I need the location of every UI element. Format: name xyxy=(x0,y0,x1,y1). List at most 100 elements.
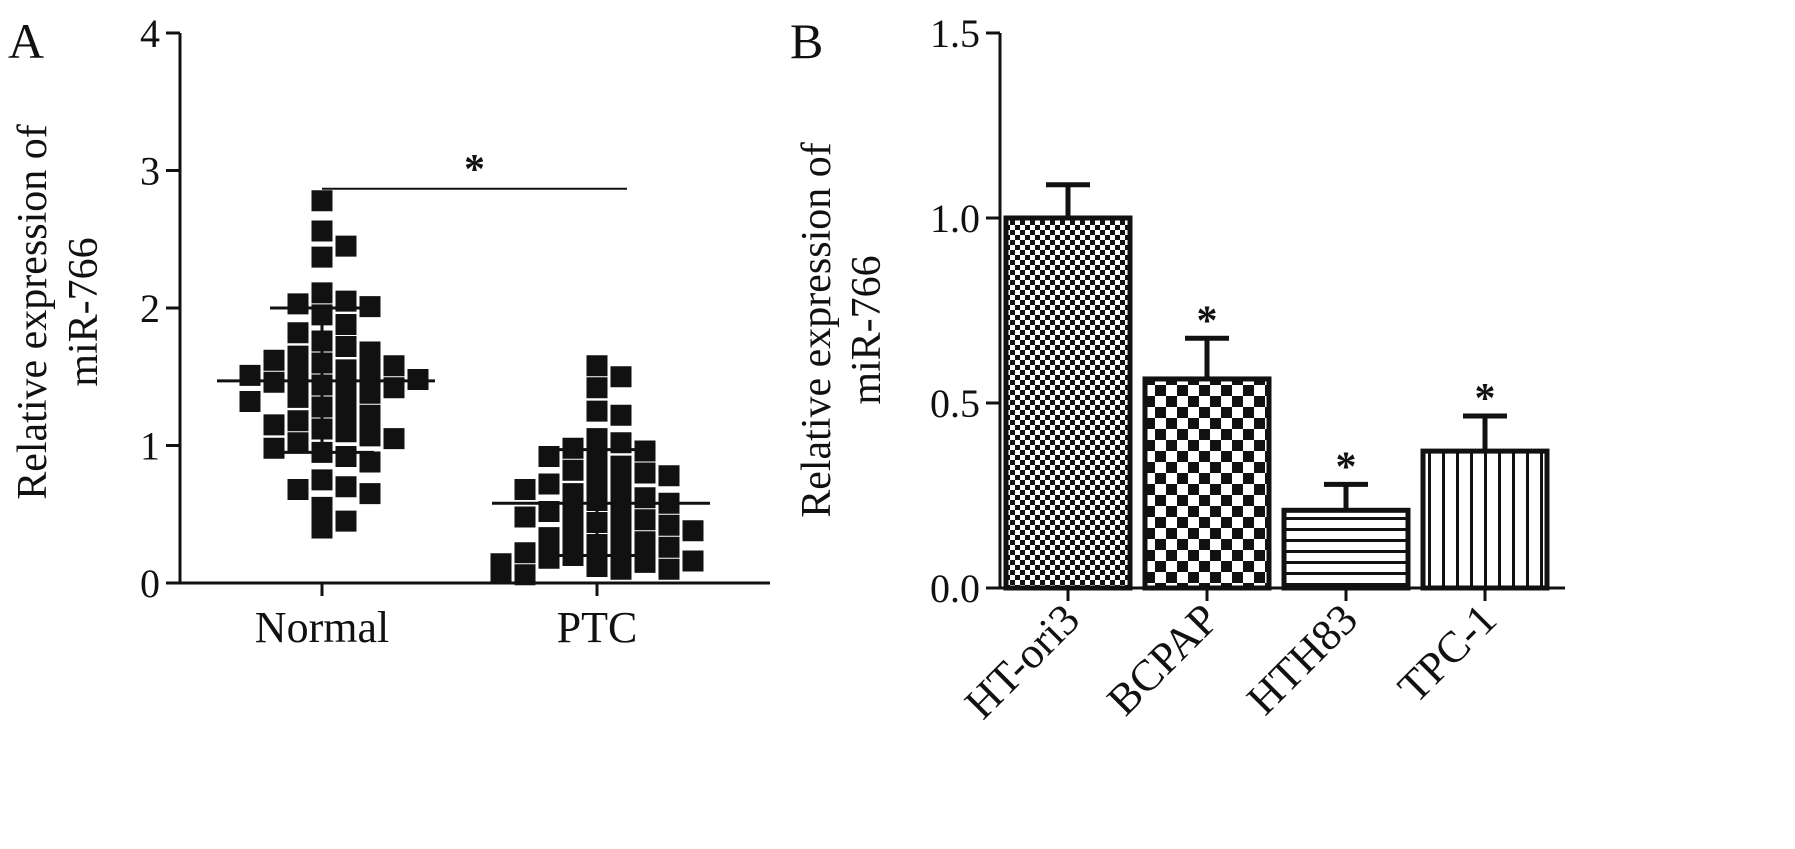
panel-a-point-ptc xyxy=(514,479,536,500)
panel-a-point-normal xyxy=(239,364,261,386)
panel-b-x-tick-label: BCPAP xyxy=(1098,594,1228,724)
panel-a-point-normal xyxy=(359,483,381,505)
panel-a-point-normal xyxy=(311,246,333,268)
panel-b-y-tick-label: 1.5 xyxy=(930,11,980,56)
panel-a-point-ptc xyxy=(610,538,632,560)
panel-a-y-axis-label-line1: Relative expression of xyxy=(10,124,56,500)
panel-a-point-normal xyxy=(263,414,285,436)
panel-b-y-tick-label: 0.0 xyxy=(930,566,980,611)
panel-a-point-ptc xyxy=(610,496,632,518)
panel-a-significance: * xyxy=(322,147,627,193)
panel-a-scatter-chart: A Relative expression of miR-766 0 1 2 3 4 N… xyxy=(8,11,770,652)
panel-a-point-ptc xyxy=(538,501,560,522)
panel-b-significance-asterisk: * xyxy=(1336,444,1357,490)
panel-a-point-normal xyxy=(311,517,333,539)
panel-b-bar-tpc-1 xyxy=(1420,448,1550,591)
panel-a-point-normal xyxy=(311,469,333,491)
panel-a-point-normal xyxy=(263,437,285,459)
panel-b-significance-asterisk: * xyxy=(1197,298,1218,344)
panel-a-point-ptc xyxy=(586,556,608,577)
panel-a-point-ptc xyxy=(634,462,656,484)
panel-a-point-ptc xyxy=(658,558,680,580)
panel-a-point-normal xyxy=(335,476,357,498)
panel-a-point-ptc xyxy=(682,520,704,542)
panel-a-mean-sd-lines xyxy=(217,306,710,557)
panel-a-point-ptc xyxy=(610,404,632,426)
panel-b-letter: B xyxy=(790,13,823,69)
panel-b-y-axis-label-line1: Relative expression of xyxy=(794,142,840,518)
panel-a-point-normal xyxy=(359,451,381,473)
panel-a-letter: A xyxy=(8,13,44,69)
panel-a-point-ptc xyxy=(634,487,656,509)
panel-a-point-normal xyxy=(287,386,309,408)
panel-a-point-normal xyxy=(311,282,333,304)
panel-a-y-tick-label: 1 xyxy=(140,424,160,469)
panel-b-y-tick-label: 1.0 xyxy=(930,196,980,241)
panel-a-x-tick-label: PTC xyxy=(557,603,638,652)
panel-a-y-axis-label-line2: miR-766 xyxy=(61,237,107,386)
panel-a-point-normal xyxy=(335,235,357,257)
panel-a-point-normal xyxy=(383,428,405,450)
panel-a-significance-asterisk: * xyxy=(464,147,485,193)
panel-a-point-normal xyxy=(287,345,309,367)
panel-a-points xyxy=(239,190,704,586)
panel-b-x-tick-label: HT-ori3 xyxy=(955,594,1089,728)
panel-a-point-normal xyxy=(359,362,381,384)
panel-a-point-ptc xyxy=(538,473,560,495)
panel-a-y-tick-label: 4 xyxy=(140,11,160,56)
panel-a-point-ptc xyxy=(514,564,536,586)
panel-a-point-ptc xyxy=(682,550,704,572)
panel-a-point-ptc xyxy=(538,446,560,467)
panel-a-point-normal xyxy=(287,432,309,454)
panel-a-x-tick-label: Normal xyxy=(255,603,389,652)
panel-a-point-ptc xyxy=(538,547,560,569)
panel-a-point-ptc xyxy=(562,459,584,481)
panel-a-point-ptc xyxy=(538,527,560,549)
panel-a-point-ptc xyxy=(610,366,632,388)
panel-a-point-normal xyxy=(383,377,405,399)
panel-b-x-categories: HT-ori3 BCPAP HTH83 TPC-1 xyxy=(955,588,1506,728)
panel-a-point-normal xyxy=(287,410,309,432)
panel-a-y-ticks: 0 1 2 3 4 xyxy=(140,11,180,606)
panel-a-point-normal xyxy=(335,380,357,401)
panel-a-point-normal xyxy=(359,404,381,426)
panel-b-x-tick-label: TPC-1 xyxy=(1388,594,1506,712)
panel-a-point-ptc xyxy=(490,561,512,583)
panel-b-bar-chart: B Relative expression of miR-766 0.0 0.5 1… xyxy=(790,11,1565,728)
panel-a-point-ptc xyxy=(658,514,680,536)
panel-a-point-normal xyxy=(359,341,381,363)
panel-b-y-ticks: 0.0 0.5 1.0 1.5 xyxy=(930,11,1000,611)
panel-a-point-ptc xyxy=(610,517,632,539)
panel-a-y-tick-label: 3 xyxy=(140,149,160,194)
panel-a-point-ptc xyxy=(610,432,632,454)
panel-a-point-normal xyxy=(287,293,309,315)
panel-a-point-ptc xyxy=(658,465,680,487)
panel-a-point-normal xyxy=(311,220,333,242)
panel-a-point-ptc xyxy=(658,536,680,558)
panel-a-point-ptc xyxy=(634,531,656,553)
panel-a-point-ptc xyxy=(586,428,608,450)
panel-a-point-ptc xyxy=(586,355,608,377)
panel-a-point-ptc xyxy=(562,483,584,505)
panel-a-point-normal xyxy=(287,322,309,344)
panel-a-y-tick-label: 0 xyxy=(140,561,160,606)
panel-a-point-normal xyxy=(287,366,309,388)
panel-a-point-normal xyxy=(335,336,357,357)
panel-a-point-ptc xyxy=(514,506,536,528)
panel-a-point-ptc xyxy=(586,377,608,399)
panel-a-point-normal xyxy=(359,382,381,404)
panel-a-point-normal xyxy=(311,496,333,518)
panel-b-x-tick-label: HTH83 xyxy=(1237,594,1367,724)
panel-b-bars: * * * xyxy=(1003,182,1550,591)
panel-b-y-axis-label-line2: miR-766 xyxy=(844,255,890,404)
panel-a-point-normal xyxy=(383,355,405,377)
panel-b-bar-hth83 xyxy=(1281,507,1411,591)
panel-a-y-tick-label: 2 xyxy=(140,286,160,331)
panel-a-point-normal xyxy=(335,510,357,532)
panel-a-axes xyxy=(178,33,770,585)
panel-a-point-ptc xyxy=(586,400,608,422)
panel-a-point-normal xyxy=(335,400,357,422)
panel-a-point-normal xyxy=(263,349,285,371)
panel-a-point-ptc xyxy=(514,542,536,564)
